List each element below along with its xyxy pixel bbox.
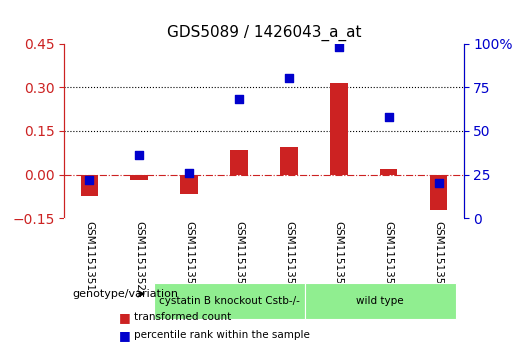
Point [435, 180, 443, 186]
Text: GSM1151351: GSM1151351 [84, 221, 94, 291]
Text: GSM1151357: GSM1151357 [384, 221, 393, 291]
FancyBboxPatch shape [305, 283, 455, 319]
Text: GSM1151352: GSM1151352 [134, 221, 144, 291]
Point [285, 76, 293, 81]
Bar [330, 83, 348, 175]
Text: wild type: wild type [356, 295, 404, 306]
Bar [80, 175, 98, 196]
Point [335, 44, 343, 50]
Point [185, 170, 193, 176]
Bar [230, 150, 248, 175]
Text: GSM1151353: GSM1151353 [184, 221, 194, 291]
Bar [180, 175, 198, 193]
Bar [280, 147, 298, 175]
Point [135, 152, 143, 158]
Text: GSM1151355: GSM1151355 [284, 221, 294, 291]
Text: GSM1151356: GSM1151356 [334, 221, 344, 291]
Bar [430, 175, 448, 209]
Bar [380, 169, 398, 175]
Text: transformed count: transformed count [134, 312, 231, 322]
Point [235, 97, 243, 102]
Text: GSM1151358: GSM1151358 [434, 221, 443, 291]
Bar [130, 175, 148, 180]
Text: percentile rank within the sample: percentile rank within the sample [134, 330, 310, 340]
Point [85, 177, 93, 183]
Text: cystatin B knockout Cstb-/-: cystatin B knockout Cstb-/- [159, 295, 300, 306]
Text: ■: ■ [118, 311, 130, 324]
Text: ■: ■ [118, 329, 130, 342]
Title: GDS5089 / 1426043_a_at: GDS5089 / 1426043_a_at [167, 25, 361, 41]
Point [385, 114, 393, 120]
Text: genotype/variation: genotype/variation [72, 289, 178, 299]
Text: GSM1151354: GSM1151354 [234, 221, 244, 291]
FancyBboxPatch shape [154, 283, 305, 319]
